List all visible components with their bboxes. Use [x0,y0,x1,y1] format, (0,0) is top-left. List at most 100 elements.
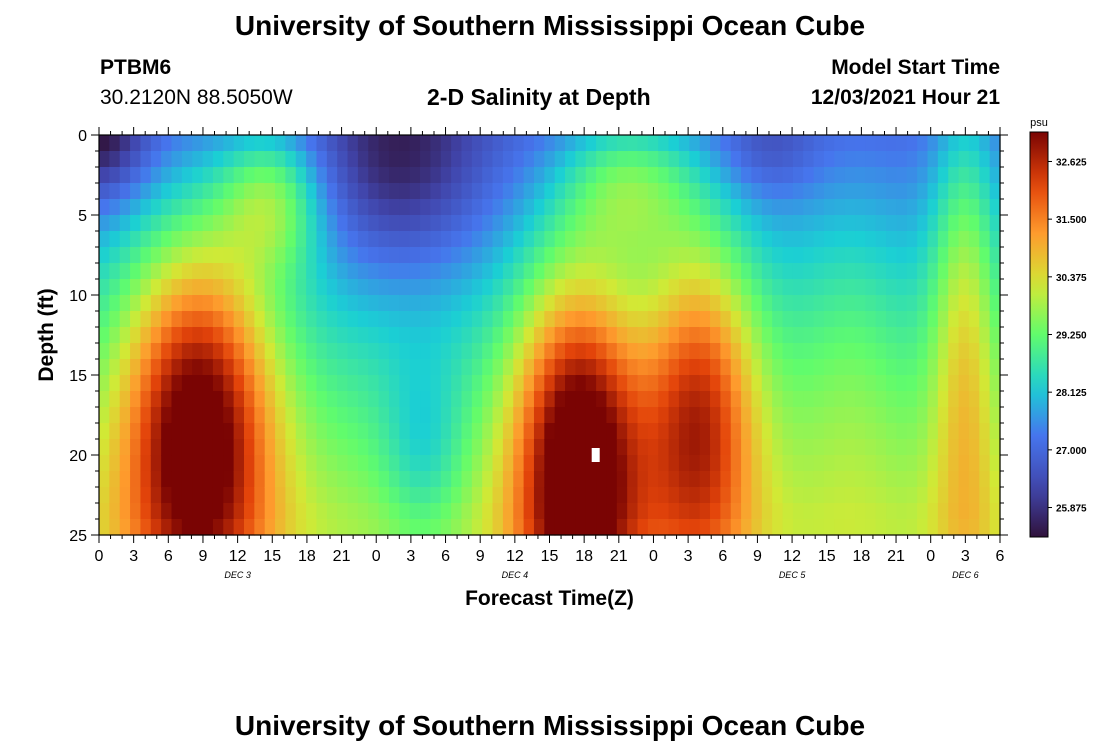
heatmap-cell [109,423,121,440]
heatmap-cell [192,503,204,520]
heatmap-cell [927,455,939,472]
heatmap-cell [181,135,193,152]
heatmap-cell [565,455,576,472]
heatmap-cell [823,263,835,280]
heatmap-cell [782,263,794,280]
heatmap-cell [544,215,556,232]
heatmap-cell [616,215,628,232]
heatmap-cell [264,135,276,152]
heatmap-cell [968,295,980,312]
heatmap-cell [823,423,835,440]
heatmap-cell [761,327,773,344]
heatmap-cell [741,167,753,184]
heatmap-cell [316,471,328,488]
heatmap-cell [285,391,297,408]
heatmap-cell [637,135,649,152]
heatmap-cell [306,407,318,424]
heatmap-cell [409,455,421,472]
heatmap-cell [388,439,400,456]
heatmap-cell [202,199,214,216]
heatmap-cell [678,151,690,168]
heatmap-cell [896,423,908,440]
heatmap-cell [409,279,421,296]
heatmap-cell [471,375,483,392]
heatmap-cell [937,455,949,472]
heatmap-cell [855,391,866,408]
heatmap-cell [886,231,898,248]
heatmap-cell [855,215,866,232]
heatmap-cell [751,503,763,520]
heatmap-cell [223,423,235,440]
heatmap-cell [937,471,949,488]
heatmap-cell [243,183,255,200]
heatmap-cell [357,503,369,520]
heatmap-cell [254,391,266,408]
heatmap-cell [937,519,949,536]
heatmap-cell [430,247,442,264]
heatmap-cell [295,519,307,536]
heatmap-cell [585,407,597,424]
heatmap-cell [927,135,939,152]
heatmap-cell [337,295,349,312]
heatmap-cell [668,375,680,392]
heatmap-cell [865,407,877,424]
heatmap-cell [99,135,110,152]
heatmap-cell [979,215,991,232]
heatmap-cell [347,439,359,456]
heatmap-cell [585,167,597,184]
heatmap-cell [368,471,380,488]
heatmap-cell [896,471,908,488]
heatmap-cell [585,151,597,168]
heatmap-cell [264,327,276,344]
heatmap-cell [782,343,794,360]
heatmap-cell [99,183,110,200]
x-tick-label: 21 [333,548,351,565]
heatmap-cell [482,311,494,328]
heatmap-cell [502,487,514,504]
heatmap-cell [906,231,918,248]
heatmap-cell [927,519,939,536]
heatmap-cell [202,359,214,376]
heatmap-cell [368,359,380,376]
heatmap-cell [223,327,235,344]
heatmap-cell [430,439,442,456]
heatmap-cell [440,279,452,296]
heatmap-cell [751,439,763,456]
heatmap-cell [844,471,856,488]
heatmap-cell [378,327,390,344]
heatmap-cell [285,231,297,248]
heatmap-cell [523,199,535,216]
heatmap-cell [689,279,701,296]
heatmap-cell [482,439,494,456]
heatmap-cell [316,135,328,152]
heatmap-cell [99,423,110,440]
heatmap-cell [285,359,297,376]
heatmap-cell [699,487,711,504]
heatmap-cell [243,343,255,360]
heatmap-cell [368,135,380,152]
heatmap-cell [772,215,784,232]
heatmap-cell [482,215,494,232]
heatmap-cell [502,327,514,344]
heatmap-cell [430,471,442,488]
heatmap-cell [575,423,587,440]
heatmap-cell [720,423,732,440]
heatmap-cell [637,407,649,424]
heatmap-cell [119,135,131,152]
heatmap-cell [212,183,224,200]
heatmap-cell [896,455,908,472]
heatmap-cell [782,407,794,424]
heatmap-cell [451,343,463,360]
heatmap-cell [772,455,784,472]
heatmap-cell [927,263,939,280]
heatmap-cell [295,487,307,504]
heatmap-cell [161,327,173,344]
y-axis-label: Depth (ft) [35,288,58,381]
heatmap-cell [616,151,628,168]
heatmap-cell [803,407,815,424]
heatmap-cell [533,327,545,344]
heatmap-cell [523,519,535,536]
heatmap-cell [875,487,887,504]
heatmap-cell [471,247,483,264]
heatmap-cell [730,359,742,376]
